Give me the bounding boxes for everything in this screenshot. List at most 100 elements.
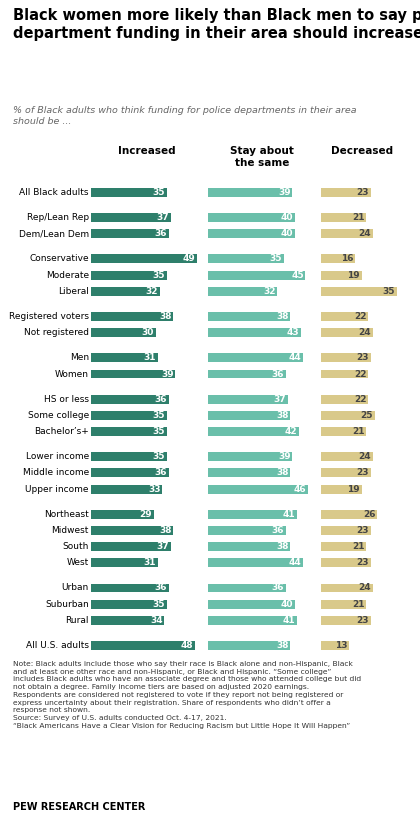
Bar xyxy=(320,353,370,362)
Text: 23: 23 xyxy=(356,353,369,362)
Text: 38: 38 xyxy=(276,411,289,420)
Text: 36: 36 xyxy=(155,583,167,592)
Bar xyxy=(91,411,167,419)
Text: 22: 22 xyxy=(354,395,367,404)
Bar xyxy=(208,452,292,461)
Bar xyxy=(320,485,362,494)
Text: Rural: Rural xyxy=(66,616,89,625)
Bar xyxy=(320,542,366,551)
Bar xyxy=(91,229,169,238)
Bar xyxy=(320,229,373,238)
Text: Black women more likely than Black men to say police
department funding in their: Black women more likely than Black men t… xyxy=(13,8,420,41)
Text: Midwest: Midwest xyxy=(52,526,89,535)
Text: 29: 29 xyxy=(139,510,152,519)
Text: 35: 35 xyxy=(152,452,165,461)
Bar xyxy=(320,526,370,535)
Bar xyxy=(208,370,286,379)
Bar xyxy=(320,255,355,264)
Text: South: South xyxy=(63,542,89,551)
Text: 35: 35 xyxy=(152,271,165,280)
Bar xyxy=(208,641,290,650)
Text: Some college: Some college xyxy=(28,411,89,420)
Text: 35: 35 xyxy=(270,255,282,264)
Text: 36: 36 xyxy=(272,370,284,379)
Bar xyxy=(91,213,171,222)
Text: 23: 23 xyxy=(356,616,369,625)
Bar xyxy=(320,641,349,650)
Text: All U.S. adults: All U.S. adults xyxy=(26,641,89,650)
Text: 13: 13 xyxy=(335,641,347,650)
Bar xyxy=(208,312,290,321)
Bar xyxy=(208,188,292,197)
Text: 31: 31 xyxy=(144,558,156,567)
Text: 37: 37 xyxy=(157,213,169,222)
Text: Upper income: Upper income xyxy=(26,485,89,494)
Text: 35: 35 xyxy=(152,600,165,609)
Bar xyxy=(320,312,368,321)
Text: 36: 36 xyxy=(155,468,167,477)
Bar xyxy=(320,510,377,519)
Bar xyxy=(91,558,158,567)
Bar xyxy=(208,558,303,567)
Text: Urban: Urban xyxy=(62,583,89,592)
Bar xyxy=(91,600,167,609)
Text: HS or less: HS or less xyxy=(44,395,89,404)
Text: 32: 32 xyxy=(263,287,276,296)
Bar xyxy=(208,542,290,551)
Bar xyxy=(320,395,368,404)
Text: 23: 23 xyxy=(356,468,369,477)
Text: Registered voters: Registered voters xyxy=(9,312,89,321)
Bar xyxy=(208,229,294,238)
Bar xyxy=(320,600,366,609)
Bar xyxy=(208,328,301,337)
Bar xyxy=(208,526,286,535)
Bar xyxy=(320,411,375,419)
Bar xyxy=(320,583,373,592)
Text: 21: 21 xyxy=(352,427,365,436)
Text: 24: 24 xyxy=(358,583,371,592)
Text: 48: 48 xyxy=(181,641,193,650)
Text: 39: 39 xyxy=(278,188,291,197)
Bar xyxy=(208,213,294,222)
Text: 38: 38 xyxy=(276,542,289,551)
Text: Middle income: Middle income xyxy=(23,468,89,477)
Bar xyxy=(91,616,165,625)
Bar xyxy=(320,452,373,461)
Bar xyxy=(91,526,173,535)
Bar xyxy=(91,583,169,592)
Text: 38: 38 xyxy=(276,312,289,321)
Bar xyxy=(208,287,277,296)
Text: 44: 44 xyxy=(289,558,302,567)
Text: 30: 30 xyxy=(142,328,154,337)
Bar xyxy=(208,353,303,362)
Bar xyxy=(208,427,299,436)
Bar xyxy=(320,188,370,197)
Text: % of Black adults who think funding for police departments in their area
should : % of Black adults who think funding for … xyxy=(13,106,356,126)
Bar xyxy=(91,188,167,197)
Text: 21: 21 xyxy=(352,213,365,222)
Bar xyxy=(91,485,162,494)
Text: PEW RESEARCH CENTER: PEW RESEARCH CENTER xyxy=(13,802,145,812)
Bar xyxy=(91,328,156,337)
Text: 35: 35 xyxy=(382,287,395,296)
Text: Conservative: Conservative xyxy=(29,255,89,264)
Bar xyxy=(320,370,368,379)
Text: 45: 45 xyxy=(291,271,304,280)
Text: 33: 33 xyxy=(148,485,160,494)
Text: Northeast: Northeast xyxy=(44,510,89,519)
Text: 40: 40 xyxy=(281,213,293,222)
Text: 19: 19 xyxy=(347,485,360,494)
Bar xyxy=(320,213,366,222)
Text: 40: 40 xyxy=(281,600,293,609)
Bar xyxy=(208,616,297,625)
Bar xyxy=(91,452,167,461)
Text: Increased: Increased xyxy=(118,146,176,157)
Text: 40: 40 xyxy=(281,229,293,238)
Bar xyxy=(91,312,173,321)
Text: 37: 37 xyxy=(274,395,286,404)
Text: 44: 44 xyxy=(289,353,302,362)
Text: 49: 49 xyxy=(183,255,195,264)
Text: 21: 21 xyxy=(352,542,365,551)
Text: Decreased: Decreased xyxy=(331,146,393,157)
Bar xyxy=(320,427,366,436)
